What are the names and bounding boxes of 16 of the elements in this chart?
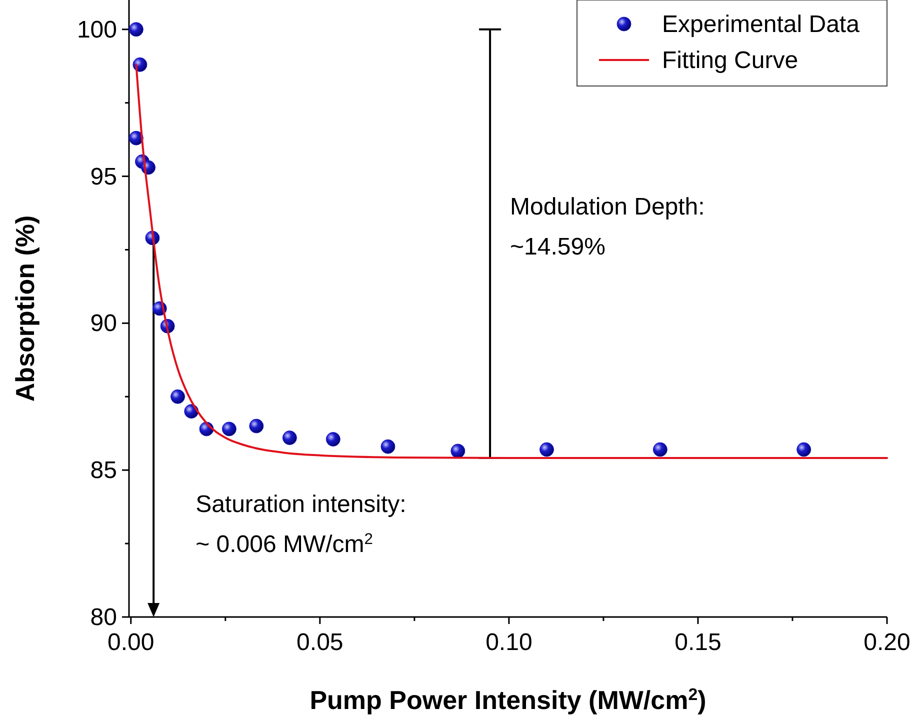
y-tick-label: 80 bbox=[90, 604, 117, 631]
ref-line-label: Saturation intensity: ~ 0.006 MW/cm$^{2}$ bbox=[196, 491, 406, 558]
x-tick-label: 0.10 bbox=[486, 629, 532, 656]
ref-line-label: Modulation Depth: ~14.59% bbox=[510, 193, 705, 260]
legend-label: Fitting Curve bbox=[662, 47, 798, 74]
x-tick-label: 0.00 bbox=[108, 629, 154, 656]
y-tick-label: 95 bbox=[90, 163, 117, 190]
y-tick-label: 85 bbox=[90, 457, 117, 484]
x-axis-title: Pump Power Intensity (MW/cm$^{2}$) bbox=[310, 684, 706, 715]
x-tick-label: 0.20 bbox=[864, 629, 910, 656]
x-tick-label: 0.15 bbox=[674, 629, 722, 656]
legend-label: Experimental Data bbox=[662, 11, 860, 38]
y-axis-title: Absorption (%) bbox=[10, 215, 40, 402]
y-tick-label: 90 bbox=[90, 310, 117, 338]
x-tick-label: 0.05 bbox=[296, 629, 344, 656]
y-tick-label: 100 bbox=[76, 16, 117, 44]
